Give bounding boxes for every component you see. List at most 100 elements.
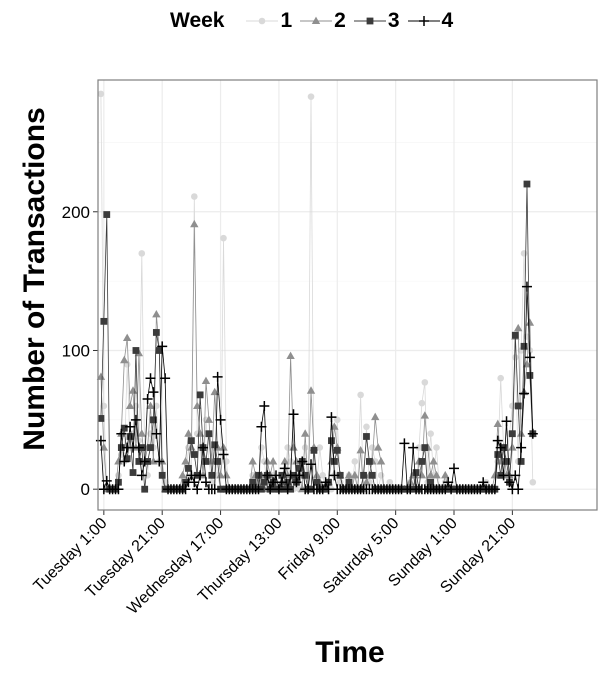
legend-key-marker bbox=[259, 17, 266, 25]
data-point bbox=[205, 430, 213, 438]
data-point bbox=[220, 234, 227, 242]
data-point bbox=[449, 463, 460, 474]
data-point bbox=[120, 355, 129, 364]
data-point bbox=[292, 457, 301, 465]
data-point bbox=[514, 402, 522, 410]
data-point bbox=[268, 477, 279, 488]
data-point bbox=[523, 180, 531, 188]
data-point bbox=[301, 444, 309, 451]
data-point bbox=[511, 331, 519, 339]
data-point bbox=[126, 433, 134, 440]
data-point bbox=[180, 484, 191, 495]
data-point bbox=[493, 419, 502, 427]
data-point bbox=[219, 443, 228, 451]
data-point bbox=[135, 437, 143, 444]
data-point bbox=[184, 429, 193, 437]
data-point bbox=[525, 318, 535, 326]
data-point bbox=[141, 485, 149, 493]
data-point bbox=[139, 456, 150, 467]
data-point bbox=[443, 477, 454, 488]
data-point bbox=[427, 478, 435, 486]
data-point bbox=[323, 484, 334, 495]
data-point bbox=[263, 457, 272, 465]
y-tick-label: 100 bbox=[62, 341, 90, 360]
data-point bbox=[363, 423, 370, 431]
legend-item-week-2: 2 bbox=[298, 6, 346, 36]
data-point bbox=[145, 373, 156, 384]
data-point bbox=[190, 219, 199, 228]
x-tick-label: Wednesday 17:00 bbox=[124, 515, 227, 618]
data-point bbox=[138, 250, 146, 257]
data-point bbox=[196, 391, 204, 399]
x-axis-title: Time bbox=[315, 636, 385, 669]
data-point bbox=[509, 402, 516, 410]
data-point bbox=[432, 470, 441, 479]
data-point bbox=[503, 458, 510, 465]
data-point bbox=[279, 463, 290, 474]
data-point bbox=[125, 421, 136, 432]
data-point bbox=[516, 442, 527, 453]
data-point bbox=[427, 430, 434, 438]
data-point bbox=[187, 437, 195, 445]
data-point bbox=[363, 433, 370, 440]
data-point bbox=[268, 457, 278, 465]
data-point bbox=[97, 90, 105, 98]
data-point bbox=[498, 470, 509, 481]
data-point bbox=[152, 329, 160, 336]
data-point bbox=[207, 457, 217, 465]
data-point bbox=[113, 484, 124, 495]
data-point bbox=[527, 428, 538, 439]
legend-item-week-4: 4 bbox=[406, 6, 453, 36]
data-point bbox=[336, 471, 344, 479]
data-point bbox=[271, 470, 282, 481]
data-point bbox=[119, 456, 130, 467]
data-point bbox=[276, 477, 287, 488]
data-point bbox=[504, 477, 515, 488]
data-point bbox=[101, 475, 112, 486]
data-point bbox=[508, 443, 517, 451]
legend-key-marker bbox=[418, 16, 429, 26]
data-point bbox=[501, 416, 512, 427]
data-point bbox=[350, 470, 359, 479]
data-point bbox=[286, 351, 295, 360]
data-point bbox=[377, 472, 385, 479]
data-point bbox=[369, 444, 376, 451]
legend-key-week-4 bbox=[407, 16, 440, 26]
data-point bbox=[97, 415, 105, 422]
data-point bbox=[186, 470, 197, 481]
data-point bbox=[306, 459, 317, 470]
legend-key-week-2 bbox=[300, 16, 333, 24]
data-point bbox=[426, 470, 435, 479]
data-point bbox=[517, 458, 525, 465]
data-point bbox=[132, 347, 140, 354]
data-point bbox=[157, 341, 168, 352]
panel-border bbox=[97, 79, 598, 511]
data-point bbox=[208, 471, 216, 479]
data-point bbox=[218, 449, 229, 460]
data-point bbox=[312, 470, 322, 479]
data-point bbox=[510, 470, 521, 481]
data-point bbox=[415, 444, 423, 451]
data-point bbox=[386, 478, 394, 486]
data-point bbox=[313, 478, 321, 486]
data-point bbox=[508, 430, 516, 438]
data-point bbox=[489, 484, 500, 495]
data-point bbox=[215, 414, 226, 425]
data-point bbox=[147, 444, 154, 451]
data-point bbox=[433, 444, 440, 451]
data-point bbox=[399, 438, 410, 449]
data-point bbox=[526, 372, 534, 379]
data-point bbox=[262, 470, 273, 481]
data-point bbox=[100, 317, 108, 325]
data-point bbox=[148, 387, 159, 398]
data-point bbox=[208, 478, 216, 486]
data-point bbox=[212, 371, 223, 382]
data-point bbox=[96, 372, 106, 380]
data-point bbox=[301, 471, 309, 479]
data-point bbox=[116, 428, 127, 439]
data-point bbox=[198, 442, 209, 453]
data-point bbox=[248, 457, 257, 465]
data-point bbox=[195, 470, 206, 481]
data-point bbox=[216, 470, 225, 479]
data-point bbox=[495, 442, 506, 453]
